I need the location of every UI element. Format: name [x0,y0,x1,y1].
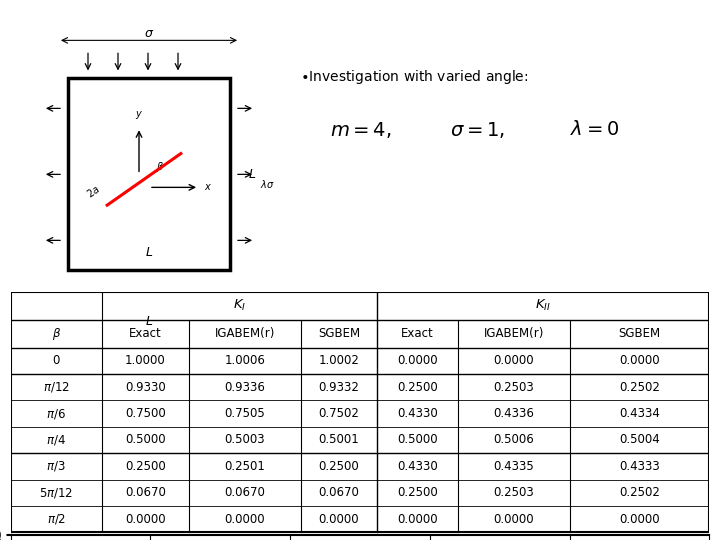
Text: $\pi/3$: $\pi/3$ [46,460,66,474]
Text: 0.0000: 0.0000 [397,512,438,525]
Text: 0.7505: 0.7505 [225,407,265,420]
Text: 0.4330: 0.4330 [397,407,438,420]
Text: 0.0000: 0.0000 [493,512,534,525]
Text: 0.2502: 0.2502 [619,486,660,499]
Text: 0.0670: 0.0670 [319,486,359,499]
Text: 1.0000: 1.0000 [125,354,166,367]
Text: $\pi/6$: $\pi/6$ [46,407,66,421]
Text: 0.2500: 0.2500 [319,460,359,473]
Text: 0.2503: 0.2503 [493,486,534,499]
Text: $\pi/2$: $\pi/2$ [47,512,66,526]
Text: $m = 4,$: $m = 4,$ [330,120,392,140]
Text: 0.2503: 0.2503 [493,381,534,394]
Text: $\pi/12$: $\pi/12$ [42,380,70,394]
Text: IGABEM(r): IGABEM(r) [483,327,544,340]
Text: 0.4336: 0.4336 [493,407,534,420]
Text: 0.0000: 0.0000 [619,512,660,525]
Text: 0.2500: 0.2500 [125,460,166,473]
Text: 0.7500: 0.7500 [125,407,166,420]
Text: 1.0006: 1.0006 [225,354,265,367]
Text: $\pi/4$: $\pi/4$ [46,433,66,447]
Text: $\sigma = 1,$: $\sigma = 1,$ [450,120,505,140]
Text: $K_I$: $K_I$ [233,298,246,313]
Text: 0.2501: 0.2501 [225,460,265,473]
Text: 0.4334: 0.4334 [619,407,660,420]
Text: 0.0000: 0.0000 [397,354,438,367]
Text: $2a$: $2a$ [84,183,102,200]
Text: $\lambda = 0$: $\lambda = 0$ [570,120,619,139]
Text: 14/21: 14/21 [659,11,708,29]
Text: $\bullet$Investigation with varied angle:: $\bullet$Investigation with varied angle… [300,68,528,86]
Text: 0.0000: 0.0000 [619,354,660,367]
Text: 0.2502: 0.2502 [619,381,660,394]
Text: 0.9336: 0.9336 [225,381,265,394]
Text: 0.5000: 0.5000 [397,434,438,447]
Text: 0.4333: 0.4333 [619,460,660,473]
Text: 0.9330: 0.9330 [125,381,166,394]
Text: $\it{L}$: $\it{L}$ [145,315,153,328]
Text: 0.0000: 0.0000 [493,354,534,367]
Text: 0.0000: 0.0000 [225,512,265,525]
Text: 0.2500: 0.2500 [397,486,438,499]
Text: Numerical examples: inclined centre crack: Numerical examples: inclined centre crac… [12,11,384,29]
Text: $\beta$: $\beta$ [52,326,60,342]
Text: 0.5004: 0.5004 [619,434,660,447]
Text: $\it{L}$: $\it{L}$ [145,246,153,259]
Text: SGBEM: SGBEM [318,327,360,340]
Text: $5\pi/12$: $5\pi/12$ [39,485,73,500]
Text: 0.5001: 0.5001 [319,434,359,447]
Text: Exact: Exact [129,327,161,340]
Text: 0.0000: 0.0000 [319,512,359,525]
Text: 0.0670: 0.0670 [125,486,166,499]
Text: 0.7502: 0.7502 [319,407,359,420]
Text: 0.0670: 0.0670 [225,486,265,499]
Text: $K_{II}$: $K_{II}$ [536,298,552,313]
Text: 1.0002: 1.0002 [319,354,359,367]
Text: $0$: $0$ [52,354,60,367]
Text: 0.2500: 0.2500 [397,381,438,394]
Text: 0.4330: 0.4330 [397,460,438,473]
Text: $\lambda\sigma$: $\lambda\sigma$ [260,178,274,191]
Text: SGBEM: SGBEM [618,327,660,340]
Text: IGABEM(r): IGABEM(r) [215,327,275,340]
Text: 0.0000: 0.0000 [125,512,166,525]
Text: $y$: $y$ [135,110,143,122]
Text: 0.5003: 0.5003 [225,434,265,447]
Text: 0.4335: 0.4335 [493,460,534,473]
Text: $\sigma$: $\sigma$ [144,28,154,40]
Text: 0.5000: 0.5000 [125,434,166,447]
Text: $x$: $x$ [204,183,212,192]
Polygon shape [68,78,230,271]
Text: $\beta$: $\beta$ [156,160,164,174]
Text: $\it{L}$: $\it{L}$ [248,168,256,181]
Text: 0.9332: 0.9332 [319,381,359,394]
Text: Exact: Exact [401,327,434,340]
Text: 0.5006: 0.5006 [493,434,534,447]
